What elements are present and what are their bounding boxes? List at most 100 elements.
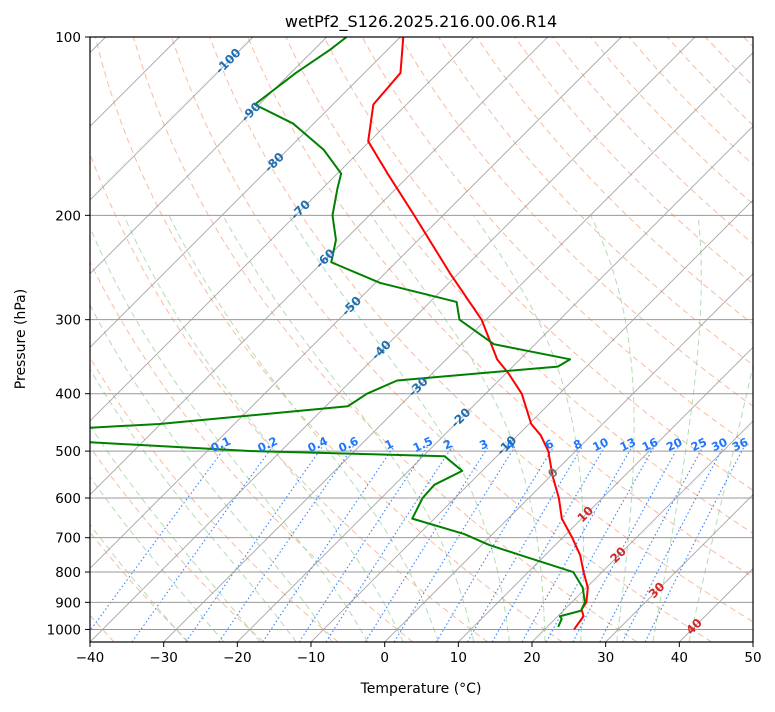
x-tick-label: −20 (223, 650, 252, 666)
mixing-ratio-label: 10 (590, 435, 610, 454)
y-tick-label: 300 (55, 313, 81, 329)
isotherm-label: -10 (494, 433, 519, 458)
profile-series (90, 37, 589, 631)
dry-adiabat (743, 37, 753, 48)
pressure-gridlines (90, 37, 753, 630)
mixing-ratio-label: 25 (689, 435, 709, 454)
y-tick-label: 400 (55, 387, 81, 403)
isotherm-line (90, 37, 327, 275)
moist-adiabat (90, 303, 333, 642)
y-tick-label: 200 (55, 208, 81, 224)
moist-adiabat (90, 475, 225, 642)
isotherm-line (90, 37, 548, 496)
isotherm-label: -80 (262, 150, 287, 175)
dry-adiabat (132, 37, 638, 642)
isotherm-label: -20 (448, 405, 473, 430)
x-tick-label: −40 (76, 650, 105, 666)
x-tick-label: −30 (149, 650, 178, 666)
mixing-ratio-label: 3 (477, 436, 490, 452)
dry-adiabat (476, 37, 753, 325)
dry-adiabat (171, 37, 713, 642)
moist-adiabat (688, 363, 753, 642)
mixing-ratio-line (644, 445, 746, 642)
y-tick-label: 1000 (47, 622, 81, 638)
moist-adiabat (370, 215, 546, 642)
moist-adiabat (90, 368, 297, 642)
mixing-ratio-line (545, 445, 656, 642)
moist-adiabat (90, 226, 369, 642)
mixing-ratio-line (393, 445, 516, 642)
x-tick-label: 30 (597, 650, 614, 666)
mixing-ratio-label: 0.4 (305, 434, 329, 455)
dry-adiabat (90, 446, 264, 642)
mixing-ratio-line (218, 445, 355, 642)
dry-adiabat (514, 37, 753, 285)
mixing-ratio-label: 6 (543, 436, 556, 452)
isotherm-line (90, 37, 401, 348)
isotherm-label: 30 (646, 579, 668, 601)
mixing-ratio-label: 36 (730, 435, 750, 454)
mixing-ratio-line (621, 445, 725, 642)
moist-adiabat (123, 215, 404, 642)
moist-adiabat (90, 523, 188, 642)
mixing-ratio-line (521, 445, 633, 642)
y-tick-label: 700 (55, 531, 81, 547)
isotherm-line (163, 52, 753, 642)
isotherm-label: -70 (288, 197, 313, 222)
moist-adiabat (222, 215, 475, 642)
isotherm-line (90, 37, 254, 201)
mixing-ratio-label: 13 (618, 435, 638, 454)
chart-title: wetPf2_S126.2025.216.00.06.R14 (285, 12, 557, 32)
isotherm-line (384, 273, 753, 642)
mixing-ratio-label: 1.5 (411, 434, 435, 455)
moist-adiabat (652, 215, 702, 642)
y-tick-label: 500 (55, 444, 81, 460)
x-tick-label: 50 (744, 650, 761, 666)
isotherm-label: 10 (575, 503, 597, 525)
dry-adiabat (90, 152, 488, 642)
x-axis: −40 −30 −20 −10 0 10 20 30 40 50 (76, 642, 762, 666)
temperature-profile-line (367, 37, 589, 631)
mixing-ratio-label: 0.1 (209, 434, 233, 455)
dry-adiabat (247, 37, 753, 578)
y-tick-label: 100 (55, 30, 81, 46)
y-axis: 100 200 300 400 500 600 700 800 900 1000 (47, 30, 90, 638)
dry-adiabat (552, 37, 753, 245)
dewpoint-profile-line (90, 37, 586, 628)
isotherm-label: 20 (607, 544, 629, 566)
dry-adiabat (94, 37, 563, 642)
isotherm-line (310, 199, 753, 642)
dry-adiabat (285, 37, 753, 535)
isotherm-label: 40 (683, 616, 705, 638)
isotherm-line (237, 125, 753, 642)
isotherm-line (531, 420, 753, 642)
plot-frame (89, 36, 754, 643)
x-tick-label: 0 (380, 650, 389, 666)
mixing-ratio-line (131, 445, 274, 642)
dry-adiabat (209, 37, 753, 623)
x-tick-label: 10 (450, 650, 467, 666)
dry-adiabat (90, 260, 414, 642)
mixing-ratio-line (435, 445, 555, 642)
isotherm-line (605, 494, 753, 642)
isotherm-label: 0 (545, 465, 561, 481)
moist-adiabat (590, 215, 635, 642)
mixing-ratio-line (90, 445, 227, 632)
moist-adiabat (90, 424, 261, 642)
y-axis-title: Pressure (hPa) (13, 289, 29, 389)
dry-adiabat (666, 37, 753, 126)
mixing-ratio-label: 20 (664, 435, 684, 454)
x-axis-title: Temperature (°C) (360, 681, 482, 697)
x-tick-label: 20 (523, 650, 540, 666)
mixing-ratio-line (325, 445, 454, 642)
isotherm-label: -50 (339, 294, 364, 319)
dry-adiabat (704, 37, 753, 87)
line-labels: 0.1 0.2 0.4 0.6 1 1.5 2 3 4 6 8 10 13 16 20 25 30 36-100-… (209, 46, 751, 638)
dry-adiabat (323, 37, 753, 491)
moist-adiabat (288, 215, 510, 642)
mixing-ratio-label: 16 (640, 435, 660, 454)
mixing-ratio-label: 2 (441, 436, 454, 452)
dry-adiabat (90, 356, 339, 642)
